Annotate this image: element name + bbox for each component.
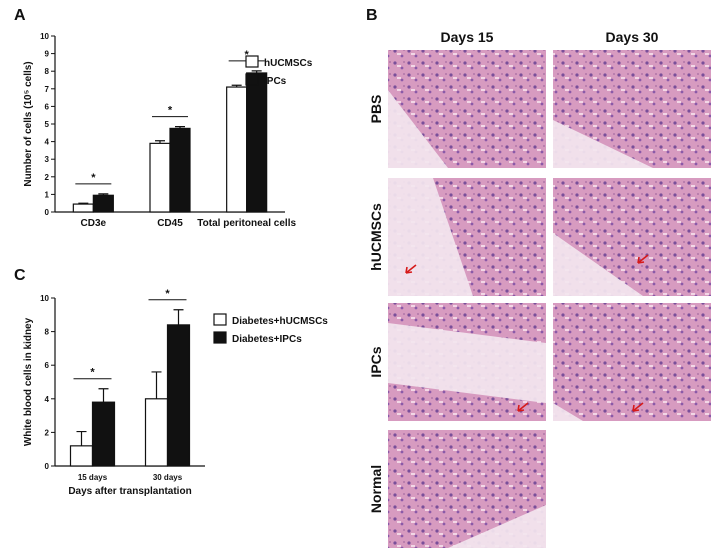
arrow [637, 254, 649, 264]
legend-label: Diabetes+hUCMSCs [232, 316, 328, 327]
panel-label: B [366, 7, 378, 24]
legend-label: hUCMSCs [264, 58, 313, 69]
bar [92, 194, 114, 213]
arrow [405, 264, 417, 274]
x-tick-label: CD45 [157, 218, 183, 229]
error-bar [151, 371, 162, 399]
error-bar [98, 193, 109, 196]
y-tick-label: 0 [45, 462, 50, 471]
tissue-background [553, 233, 643, 296]
y-tick-label: 10 [40, 294, 49, 303]
arrow [632, 402, 644, 412]
y-tick-label: 8 [45, 67, 50, 76]
tissue-background [553, 120, 653, 168]
bar [72, 203, 94, 213]
y-axis-label: Number of cells (10⁵ cells) [23, 61, 34, 186]
y-tick-label: 8 [45, 328, 50, 337]
y-tick-label: 6 [45, 102, 50, 111]
y-tick-label: 2 [45, 173, 50, 182]
tissue-background [553, 403, 583, 421]
y-tick-label: 10 [40, 32, 49, 41]
y-tick-label: 6 [45, 361, 50, 370]
legend-swatch [245, 55, 259, 68]
significance-mark: * [168, 105, 173, 117]
error-bar [78, 202, 89, 205]
error-bar [76, 430, 87, 446]
significance-mark: * [90, 367, 95, 379]
y-tick-label: 4 [45, 138, 50, 147]
x-tick-label: CD3e [81, 218, 107, 229]
tissue-background [388, 90, 448, 168]
arrow [517, 402, 529, 412]
bar [226, 86, 248, 213]
error-bar [231, 84, 242, 88]
y-tick-label: 0 [45, 208, 50, 217]
significance-mark: * [91, 172, 96, 184]
row-header: IPCs [368, 346, 384, 377]
panel-label: C [14, 267, 26, 284]
y-tick-label: 4 [45, 395, 50, 404]
y-tick-label: 5 [45, 120, 50, 129]
tissue-background [388, 178, 473, 296]
y-tick-label: 3 [45, 155, 50, 164]
bar [149, 142, 171, 213]
error-bar [173, 309, 184, 325]
y-tick-label: 2 [45, 428, 50, 437]
legend-label: Diabetes+IPCs [232, 334, 302, 345]
x-tick-label: Total peritoneal cells [197, 218, 296, 229]
y-tick-label: 7 [45, 85, 50, 94]
error-bar [155, 140, 165, 144]
column-header: Days 15 [441, 29, 494, 45]
panel-label: A [14, 7, 26, 24]
x-tick-label: 15 days [78, 473, 108, 482]
row-header: Normal [368, 465, 384, 513]
y-tick-label: 1 [45, 190, 50, 199]
histology-image [553, 303, 711, 421]
legend-swatch [245, 73, 259, 86]
bar [69, 445, 94, 467]
tissue-background [448, 505, 546, 548]
bar [144, 398, 169, 467]
bar [91, 401, 116, 467]
significance-mark: * [245, 49, 250, 61]
y-tick-label: 9 [45, 50, 50, 59]
row-header: PBS [368, 95, 384, 124]
error-bar [251, 70, 262, 73]
row-header: hUCMSCs [368, 203, 384, 271]
legend-swatch [213, 313, 227, 326]
error-bar [175, 126, 185, 129]
x-tick-label: 30 days [153, 473, 183, 482]
column-header: Days 30 [606, 29, 659, 45]
legend-swatch [213, 331, 227, 344]
bar [246, 72, 268, 213]
y-axis-label: White blood cells in kidney [23, 317, 34, 446]
significance-mark: * [165, 288, 170, 300]
bar [166, 324, 191, 467]
error-bar [98, 388, 109, 403]
x-axis-label: Days after transplantation [68, 486, 191, 497]
legend-label: IPCs [264, 76, 287, 87]
bar [169, 127, 191, 213]
tissue-background [388, 323, 546, 403]
